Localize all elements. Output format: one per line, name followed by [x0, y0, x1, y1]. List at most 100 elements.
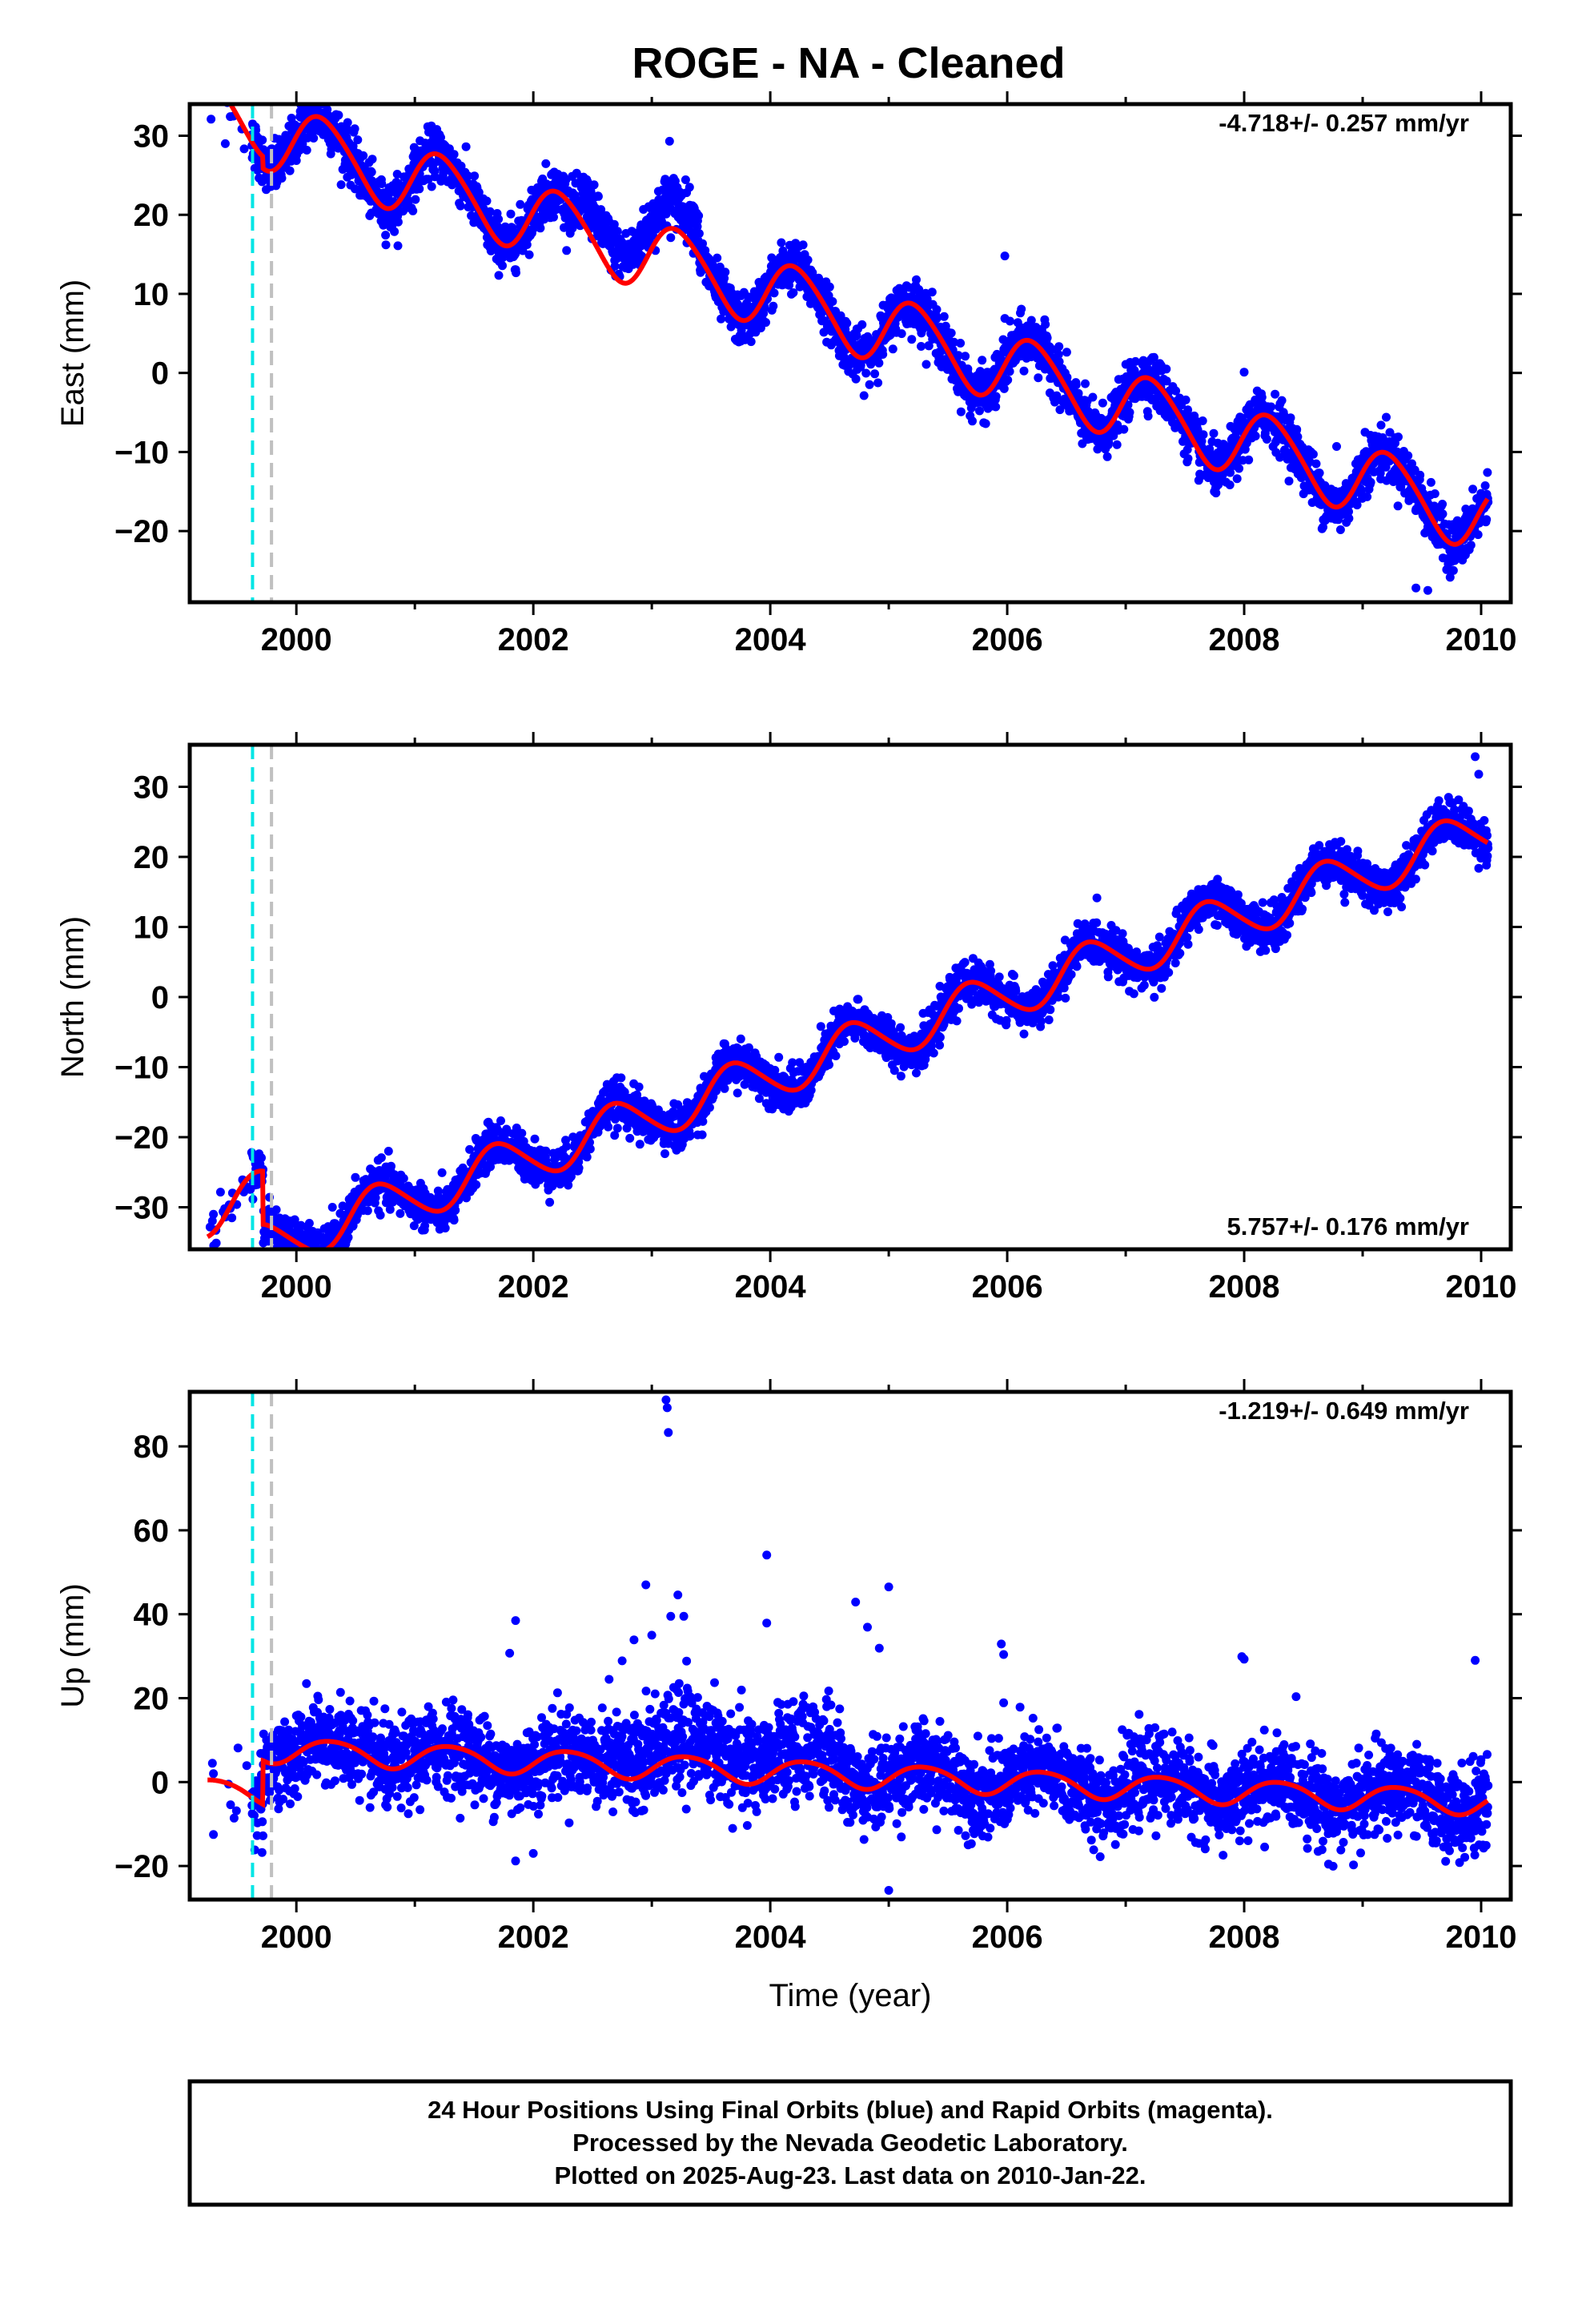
data-point: [307, 1257, 316, 1266]
data-point: [541, 1146, 551, 1156]
plot-area: [207, 79, 1493, 595]
data-point: [685, 183, 694, 192]
north-panel: 2000 2002 2004 2006 2008 20103020100−10−20−30…: [55, 732, 1522, 1305]
data-point: [1251, 432, 1260, 440]
data-point: [956, 407, 966, 416]
data-point: [461, 142, 471, 151]
data-point: [343, 1232, 353, 1242]
data-point: [681, 175, 690, 184]
data-point: [842, 319, 852, 328]
data-point: [223, 79, 231, 88]
rate-label: -4.718+/- 0.257 mm/yr: [1219, 109, 1469, 137]
data-point: [991, 402, 1001, 412]
data-point: [593, 191, 603, 201]
data-point: [1211, 489, 1221, 498]
data-point: [946, 328, 956, 338]
panel-frame: [187, 102, 1513, 605]
data-point: [299, 1252, 307, 1261]
data-point: [311, 1260, 319, 1269]
data-point: [1448, 565, 1458, 575]
data-point: [1081, 379, 1090, 388]
data-point: [315, 1257, 324, 1266]
data-point: [313, 1253, 322, 1262]
data-point: [427, 182, 436, 191]
data-point: [472, 1180, 481, 1189]
data-point: [612, 227, 622, 236]
data-point: [861, 368, 871, 378]
data-point: [456, 201, 465, 211]
data-point: [917, 342, 926, 351]
data-point: [494, 271, 504, 280]
data-point: [870, 369, 880, 379]
data-point: [851, 374, 861, 384]
data-point: [828, 297, 837, 306]
data-point: [1415, 470, 1425, 480]
figure-title: ROGE - NA - Cleaned: [632, 39, 1065, 87]
data-point: [1019, 366, 1029, 376]
data-point: [285, 166, 295, 175]
data-point: [381, 231, 391, 240]
outlier-point: [1468, 485, 1478, 494]
data-point: [694, 229, 704, 239]
data-point: [1393, 501, 1403, 511]
data-point: [375, 1210, 385, 1220]
data-point: [1088, 392, 1098, 402]
data-point: [474, 187, 484, 197]
data-point: [991, 392, 1001, 401]
data-point: [311, 1252, 320, 1261]
data-point: [1483, 468, 1492, 477]
data-point: [350, 124, 359, 134]
data-point: [315, 1259, 323, 1268]
data-point: [1376, 420, 1386, 430]
data-point: [1363, 492, 1372, 501]
data-point: [1311, 459, 1321, 468]
outlier-point: [1360, 428, 1370, 437]
data-point: [498, 261, 507, 271]
data-point: [327, 1203, 337, 1212]
data-point: [517, 1128, 527, 1138]
data-point: [351, 184, 359, 194]
data-point: [981, 419, 990, 428]
y-tick-label: −20: [114, 514, 169, 549]
x-tick-label: 2010: [1446, 622, 1517, 657]
data-point: [873, 378, 883, 388]
data-point: [1482, 515, 1492, 525]
data-point: [1244, 455, 1254, 464]
data-point: [666, 233, 676, 243]
data-point: [562, 246, 572, 255]
data-point: [485, 207, 495, 216]
data-point: [1183, 454, 1193, 464]
outlier-point: [1000, 251, 1010, 261]
data-point: [506, 209, 516, 219]
y-tick-label: 20: [134, 198, 170, 233]
data-point: [436, 133, 445, 143]
data-point: [482, 196, 492, 206]
data-point: [777, 238, 786, 247]
data-point: [769, 301, 778, 311]
data-point: [512, 268, 520, 278]
data-point: [585, 1144, 595, 1154]
data-point: [798, 240, 808, 250]
data-point: [1403, 451, 1413, 460]
data-point: [1426, 477, 1435, 487]
data-point: [301, 1261, 310, 1269]
data-point: [1034, 373, 1043, 383]
data-point: [562, 1141, 572, 1151]
outlier-point: [1020, 328, 1030, 338]
data-point: [522, 240, 532, 249]
data-point: [310, 1254, 319, 1263]
data-point: [956, 339, 966, 348]
data-point: [1143, 412, 1153, 421]
data-point: [769, 288, 779, 298]
data-point: [314, 1251, 323, 1260]
data-point: [1054, 342, 1064, 352]
data-point: [1062, 348, 1071, 357]
data-point: [315, 1255, 324, 1264]
data-point: [694, 211, 704, 220]
data-point: [1162, 364, 1171, 374]
data-point: [367, 155, 377, 164]
outlier-point: [1423, 585, 1432, 595]
data-point: [1430, 489, 1439, 498]
data-point: [857, 320, 867, 329]
data-point: [907, 335, 917, 344]
